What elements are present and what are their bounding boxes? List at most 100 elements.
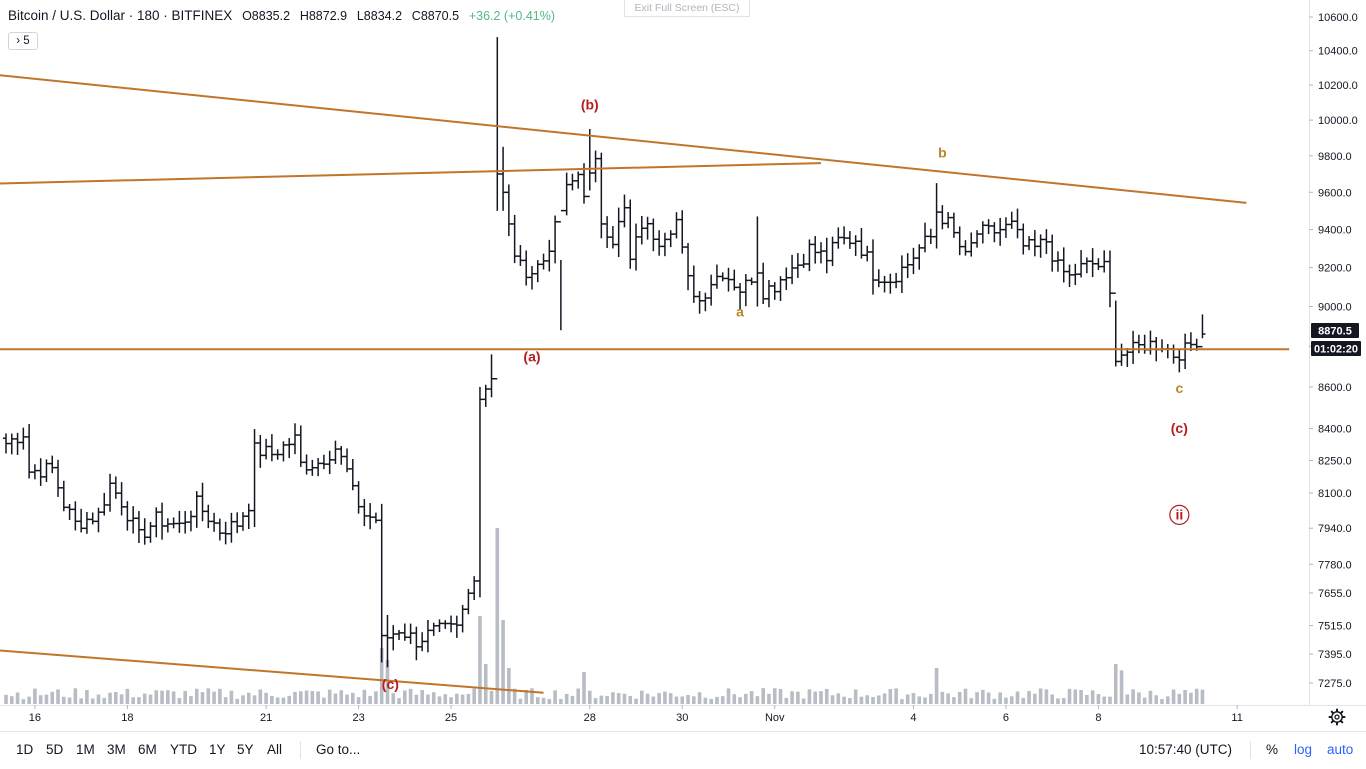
- volume-bar: [917, 696, 922, 704]
- time-tick-label: 4: [910, 712, 916, 724]
- ohlc-bar: [3, 433, 9, 454]
- trendline[interactable]: [0, 649, 544, 694]
- symbol-title[interactable]: Bitcoin / U.S. Dollar · 180 · BITFINEX: [8, 8, 233, 23]
- trendline[interactable]: [0, 162, 822, 185]
- range-6m-button[interactable]: 6M: [138, 742, 157, 757]
- volume-bar: [310, 690, 315, 704]
- ohlc-bar: [783, 267, 790, 290]
- volume-bar: [1189, 692, 1193, 704]
- ohlc-bar: [430, 622, 437, 636]
- ohlc-bar: [367, 503, 374, 530]
- ohlc-bar: [1078, 250, 1085, 278]
- volume-bar: [738, 697, 742, 704]
- volume-bar: [1056, 698, 1060, 704]
- toolbar-divider: [1250, 741, 1251, 759]
- ohlc-bar: [997, 217, 1004, 246]
- volume-bar: [466, 693, 471, 704]
- ohlc-bar: [118, 482, 125, 516]
- volume-bar: [223, 697, 228, 704]
- ohlc-bar: [1095, 258, 1102, 271]
- ohlc-bar: [505, 184, 512, 237]
- time-axis[interactable]: 16 18 21 23 25 28 30 Nov 4 6 8 11: [29, 705, 1243, 724]
- indicator-toggle-button[interactable]: › 5: [8, 32, 38, 50]
- trendline[interactable]: [0, 74, 1247, 204]
- volume-bar: [1165, 696, 1170, 704]
- trendlines[interactable]: [0, 74, 1290, 694]
- ohlc-bar: [424, 619, 431, 653]
- goto-date-button[interactable]: Go to...: [316, 742, 361, 757]
- volume-bar: [44, 694, 49, 704]
- volume-bar: [940, 691, 945, 704]
- timezone-clock[interactable]: 10:57:40 (UTC): [1139, 742, 1233, 757]
- price-tick-label: 9200.0: [1318, 263, 1352, 275]
- volume-bar: [778, 688, 783, 704]
- ohlc-bar: [211, 512, 218, 532]
- range-1d-button[interactable]: 1D: [16, 742, 34, 757]
- ohlc-bar: [702, 292, 709, 312]
- range-1y-button[interactable]: 1Y: [209, 742, 226, 757]
- ohlc-bar: [344, 448, 351, 473]
- last-price-badge: 8870.5: [1311, 323, 1359, 338]
- log-scale-toggle[interactable]: log: [1294, 742, 1313, 757]
- volume-bar: [414, 694, 419, 704]
- exit-fullscreen-button[interactable]: Exit Full Screen (ESC): [624, 0, 750, 17]
- volume-bar: [570, 695, 575, 704]
- price-axis[interactable]: 10600.0 10400.0 10200.0 10000.0 9800.0 9600.0…: [1309, 12, 1358, 690]
- volume-bar: [1148, 690, 1153, 704]
- volume-bar: [379, 648, 384, 704]
- auto-scale-toggle[interactable]: auto: [1327, 742, 1354, 757]
- ohlc-bar: [927, 228, 934, 245]
- gear-icon[interactable]: [1328, 708, 1346, 726]
- volume-bar: [975, 692, 979, 704]
- volume-bar: [258, 689, 263, 704]
- percent-scale-toggle[interactable]: %: [1266, 742, 1279, 757]
- ohlc-bar: [1072, 263, 1079, 286]
- range-5d-button[interactable]: 5D: [46, 742, 64, 757]
- price-tick-label: 7940.0: [1318, 523, 1352, 535]
- ohlc-bar: [708, 274, 715, 306]
- price-tick-label: 8100.0: [1318, 488, 1352, 500]
- volume-bar: [108, 692, 112, 704]
- volume-bar: [576, 688, 581, 704]
- ohlc-bar: [528, 266, 535, 290]
- volume-bar: [1171, 689, 1176, 704]
- volume-bar: [541, 697, 546, 704]
- ohlc-bar: [141, 518, 148, 545]
- volume-bar: [628, 696, 633, 704]
- range-5y-button[interactable]: 5Y: [237, 742, 254, 757]
- price-tick-label: 10000.0: [1318, 115, 1358, 127]
- volume-bar: [351, 692, 355, 704]
- volume-bar: [836, 693, 841, 704]
- volume-bar: [1079, 689, 1083, 704]
- range-all-button[interactable]: All: [267, 742, 283, 757]
- range-3m-button[interactable]: 3M: [107, 742, 126, 757]
- ohlc-bar: [713, 264, 720, 289]
- volume-bar: [200, 692, 205, 704]
- price-tick-label: 8250.0: [1318, 455, 1352, 467]
- ohlc-bar: [78, 508, 85, 533]
- volume-bar: [114, 692, 118, 704]
- range-ytd-button[interactable]: YTD: [170, 742, 197, 757]
- volume-bar: [830, 695, 835, 704]
- ohlc-bar: [500, 146, 507, 211]
- volume-bar: [547, 699, 552, 704]
- ohlc-bar: [465, 588, 472, 615]
- ohlc-bar: [945, 212, 952, 229]
- ohlc-bar: [1008, 211, 1015, 229]
- wave-label: (a): [523, 348, 540, 364]
- volume-bar: [501, 620, 505, 704]
- volume-bar: [998, 692, 1002, 704]
- ohlc-bar: [1060, 247, 1067, 283]
- volume-bar: [888, 689, 893, 704]
- countdown-value: 01:02:20: [1314, 344, 1358, 356]
- ohlc-bar: [164, 518, 171, 533]
- ohlc-bar: [303, 454, 310, 475]
- volume-bar: [67, 697, 72, 704]
- last-price-value: 8870.5: [1318, 326, 1352, 338]
- ohlc-bar: [985, 219, 992, 235]
- range-1m-button[interactable]: 1M: [76, 742, 95, 757]
- ohlc-bar: [338, 446, 345, 465]
- ohlc-bar: [621, 194, 628, 228]
